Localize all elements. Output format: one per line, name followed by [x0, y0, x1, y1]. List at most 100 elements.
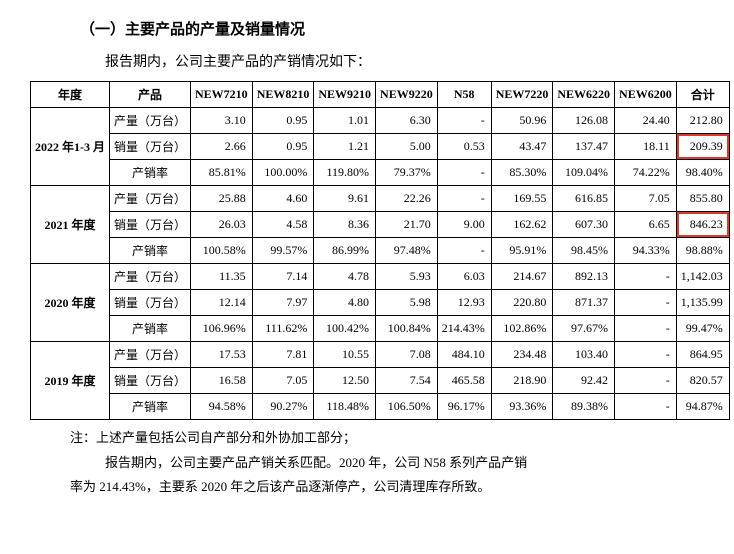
- metric-label: 产量（万台）: [110, 264, 191, 290]
- data-cell: 16.58: [191, 368, 253, 394]
- data-cell: 93.36%: [491, 394, 553, 420]
- metric-label: 销量（万台）: [110, 134, 191, 160]
- metric-label: 产量（万台）: [110, 108, 191, 134]
- data-cell: 25.88: [191, 186, 253, 212]
- data-cell: -: [615, 290, 677, 316]
- table-row: 2020 年度产量（万台）11.357.144.785.936.03214.67…: [31, 264, 730, 290]
- data-cell: 218.90: [491, 368, 553, 394]
- data-cell: 4.78: [314, 264, 376, 290]
- data-cell: 9.00: [437, 212, 491, 238]
- data-cell: 94.58%: [191, 394, 253, 420]
- data-cell: 12.50: [314, 368, 376, 394]
- data-cell: 7.14: [252, 264, 314, 290]
- data-cell: 24.40: [615, 108, 677, 134]
- data-cell: 0.95: [252, 108, 314, 134]
- data-cell: 162.62: [491, 212, 553, 238]
- col-c1: NEW7210: [191, 82, 253, 108]
- table-row: 产销率100.58%99.57%86.99%97.48%-95.91%98.45…: [31, 238, 730, 264]
- data-cell: 85.81%: [191, 160, 253, 186]
- data-cell: 21.70: [376, 212, 438, 238]
- data-cell: 1,135.99: [676, 290, 729, 316]
- metric-label: 产销率: [110, 394, 191, 420]
- data-cell: 94.33%: [615, 238, 677, 264]
- data-cell: 212.80: [676, 108, 729, 134]
- table-row: 产销率94.58%90.27%118.48%106.50%96.17%93.36…: [31, 394, 730, 420]
- intro-text: 报告期内，公司主要产品的产销情况如下：: [30, 51, 704, 71]
- footnote-line1: 注：上述产量包括公司自产部分和外协加工部分；: [70, 426, 704, 451]
- data-cell: -: [615, 394, 677, 420]
- table-row: 销量（万台）16.587.0512.507.54465.58218.9092.4…: [31, 368, 730, 394]
- table-row: 销量（万台）26.034.588.3621.709.00162.62607.30…: [31, 212, 730, 238]
- data-cell: 10.55: [314, 342, 376, 368]
- data-cell: 97.48%: [376, 238, 438, 264]
- data-cell: 7.97: [252, 290, 314, 316]
- data-cell: 7.81: [252, 342, 314, 368]
- data-cell: 94.87%: [676, 394, 729, 420]
- year-cell: 2021 年度: [31, 186, 110, 264]
- metric-label: 产量（万台）: [110, 342, 191, 368]
- data-cell: -: [615, 342, 677, 368]
- col-c8: NEW6200: [615, 82, 677, 108]
- data-cell: 3.10: [191, 108, 253, 134]
- data-cell: 1.21: [314, 134, 376, 160]
- data-cell: 89.38%: [553, 394, 615, 420]
- data-cell: 892.13: [553, 264, 615, 290]
- data-cell: 6.65: [615, 212, 677, 238]
- metric-label: 产量（万台）: [110, 186, 191, 212]
- products-table: 年度 产品 NEW7210 NEW8210 NEW9210 NEW9220 N5…: [30, 81, 730, 420]
- col-c6: NEW7220: [491, 82, 553, 108]
- col-year: 年度: [31, 82, 110, 108]
- data-cell: 92.42: [553, 368, 615, 394]
- data-cell: 820.57: [676, 368, 729, 394]
- data-cell: 126.08: [553, 108, 615, 134]
- data-cell: 26.03: [191, 212, 253, 238]
- data-cell: 5.98: [376, 290, 438, 316]
- data-cell: 4.58: [252, 212, 314, 238]
- col-c4: NEW9220: [376, 82, 438, 108]
- data-cell: 5.93: [376, 264, 438, 290]
- metric-label: 销量（万台）: [110, 212, 191, 238]
- data-cell: 220.80: [491, 290, 553, 316]
- metric-label: 销量（万台）: [110, 368, 191, 394]
- data-cell: 465.58: [437, 368, 491, 394]
- data-cell: 111.62%: [252, 316, 314, 342]
- data-cell: 214.67: [491, 264, 553, 290]
- data-cell: 119.80%: [314, 160, 376, 186]
- data-cell: 50.96: [491, 108, 553, 134]
- data-cell: 871.37: [553, 290, 615, 316]
- col-c7: NEW6220: [553, 82, 615, 108]
- data-cell: -: [437, 186, 491, 212]
- data-cell: 95.91%: [491, 238, 553, 264]
- data-cell: 106.50%: [376, 394, 438, 420]
- data-cell: 234.48: [491, 342, 553, 368]
- data-cell: 22.26: [376, 186, 438, 212]
- data-cell: 6.03: [437, 264, 491, 290]
- data-cell: 96.17%: [437, 394, 491, 420]
- data-cell: -: [437, 108, 491, 134]
- data-cell: 484.10: [437, 342, 491, 368]
- data-cell: 855.80: [676, 186, 729, 212]
- data-cell: 99.47%: [676, 316, 729, 342]
- data-cell: 100.58%: [191, 238, 253, 264]
- data-cell: 98.45%: [553, 238, 615, 264]
- metric-label: 产销率: [110, 160, 191, 186]
- data-cell: 169.55: [491, 186, 553, 212]
- data-cell: 102.86%: [491, 316, 553, 342]
- data-cell: 12.14: [191, 290, 253, 316]
- data-cell: 209.39: [676, 134, 729, 160]
- data-cell: 846.23: [676, 212, 729, 238]
- data-cell: -: [615, 316, 677, 342]
- data-cell: 100.00%: [252, 160, 314, 186]
- data-cell: 7.05: [615, 186, 677, 212]
- data-cell: -: [437, 160, 491, 186]
- col-c3: NEW9210: [314, 82, 376, 108]
- data-cell: 79.37%: [376, 160, 438, 186]
- col-total: 合计: [676, 82, 729, 108]
- data-cell: 7.05: [252, 368, 314, 394]
- table-row: 产销率106.96%111.62%100.42%100.84%214.43%10…: [31, 316, 730, 342]
- footnote-line2: 报告期内，公司主要产品产销关系匹配。2020 年，公司 N58 系列产品产销: [70, 451, 704, 476]
- data-cell: -: [615, 368, 677, 394]
- table-row: 销量（万台）12.147.974.805.9812.93220.80871.37…: [31, 290, 730, 316]
- metric-label: 产销率: [110, 238, 191, 264]
- data-cell: 85.30%: [491, 160, 553, 186]
